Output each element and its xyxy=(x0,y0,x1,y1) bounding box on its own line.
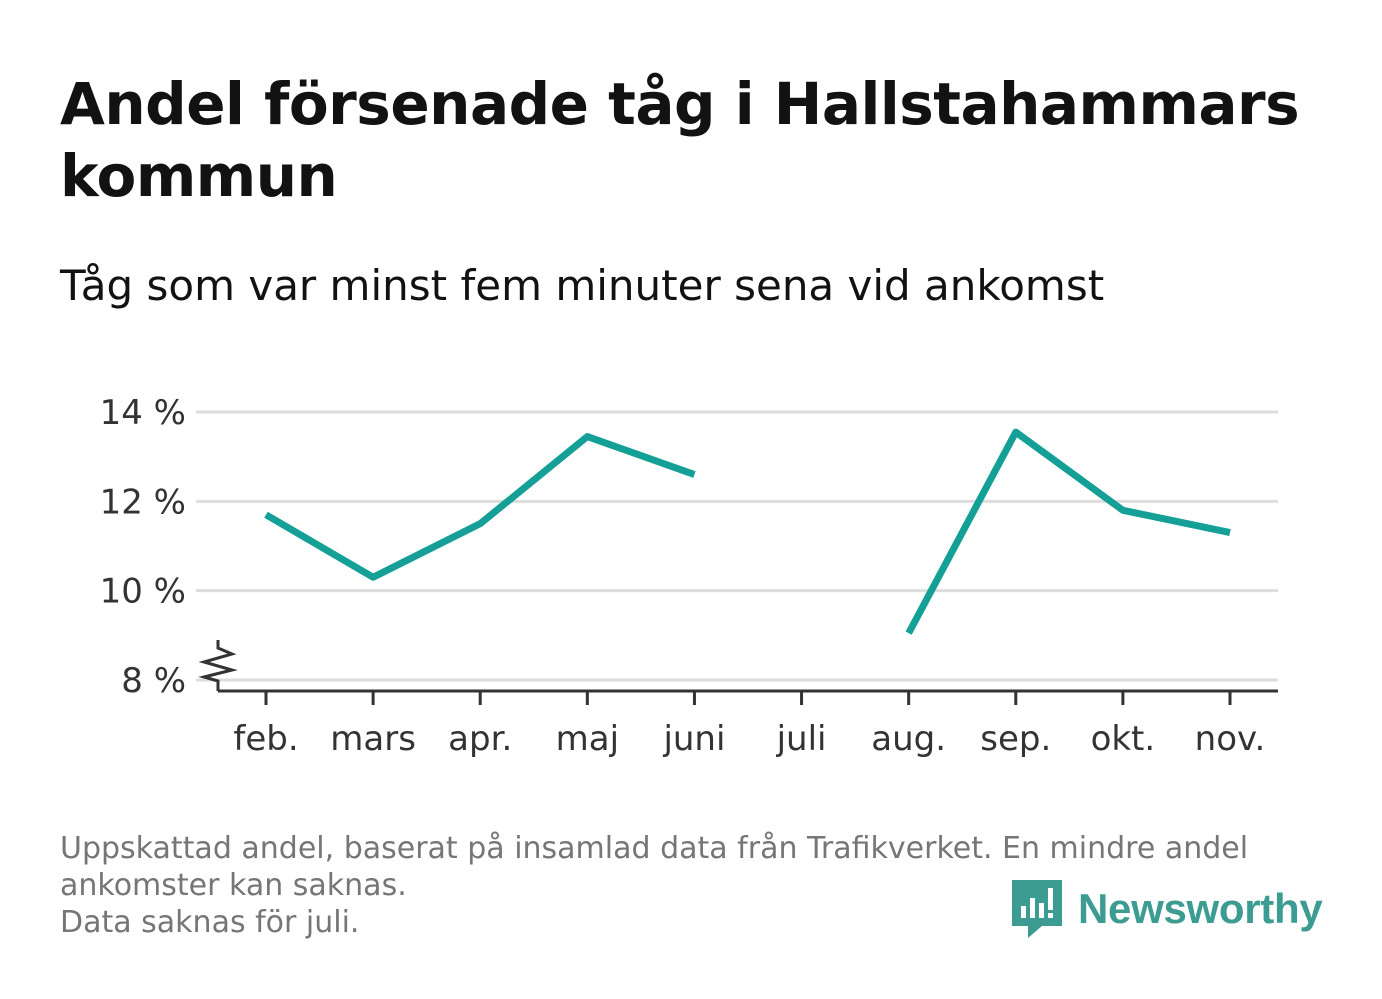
footnote: Uppskattad andel, baserat på insamlad da… xyxy=(60,830,1320,941)
chart-subtitle: Tåg som var minst fem minuter sena vid a… xyxy=(60,261,1105,310)
x-tick-label: juni xyxy=(662,719,725,759)
chart-title: Andel försenade tåg i Hallstahammars kom… xyxy=(60,70,1300,210)
y-axis-break xyxy=(198,640,238,691)
newsworthy-logo: Newsworthy xyxy=(1010,878,1323,940)
newsworthy-logo-text: Newsworthy xyxy=(1078,885,1323,932)
newsworthy-logo-icon xyxy=(1012,880,1062,938)
y-tick-label: 12 % xyxy=(100,482,186,522)
line-chart: 8 % 10 % 12 % 14 % feb. mars apr. maj juni juli au… xyxy=(100,393,1278,759)
x-tick-label: okt. xyxy=(1091,719,1156,759)
x-tick-label: juli xyxy=(776,719,827,759)
x-tick-label: aug. xyxy=(871,719,946,759)
x-tick-label: feb. xyxy=(233,719,298,759)
footnote-line-source: Uppskattad andel, baserat på insamlad da… xyxy=(60,831,1249,903)
x-tick-label: sep. xyxy=(980,719,1051,759)
y-tick-label: 8 % xyxy=(121,661,186,701)
series-line-segment-2 xyxy=(905,428,1231,635)
x-tick-label: maj xyxy=(556,719,619,759)
footnote-line-missing: Data saknas för juli. xyxy=(60,905,360,940)
series-line-segment-1 xyxy=(264,433,696,581)
x-tick-label: apr. xyxy=(448,719,512,759)
y-tick-label: 14 % xyxy=(100,393,186,433)
x-tick-label: mars xyxy=(330,719,416,759)
y-tick-label: 10 % xyxy=(100,572,186,612)
x-tick-label: nov. xyxy=(1195,719,1266,759)
